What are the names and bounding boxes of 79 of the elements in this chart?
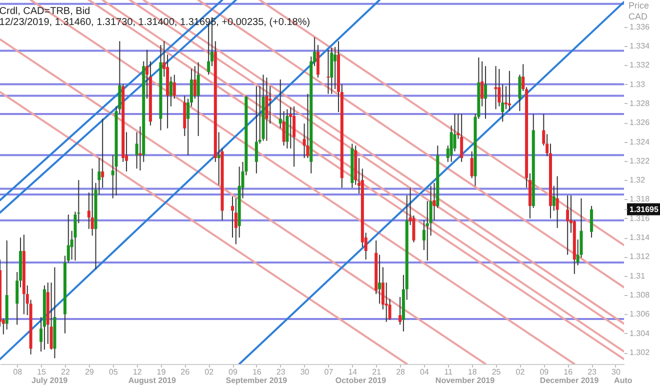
x-tick-label: 02 xyxy=(516,368,526,376)
candlestick xyxy=(217,132,220,186)
y-tick-label: 1.328 xyxy=(630,98,650,108)
x-tick-label: 28 xyxy=(396,368,406,376)
y-tick-label: 1.332 xyxy=(630,60,650,70)
y-tick-label: 1.336 xyxy=(630,22,650,32)
x-tick-label: 19 xyxy=(156,368,166,376)
candlestick xyxy=(326,49,330,94)
x-tick-label: 29 xyxy=(84,368,94,376)
y-tick-label: 1.31695 xyxy=(630,204,659,214)
candlestick xyxy=(590,205,594,238)
text: Crdl, CAD=TRB, Bid xyxy=(0,6,90,17)
y-tick-label: 1.31 xyxy=(630,271,646,280)
candlestick xyxy=(172,74,176,100)
text: July 2019 xyxy=(32,376,68,385)
text: October 2019 xyxy=(335,376,387,385)
x-tick-label: 16 xyxy=(252,368,262,376)
x-tick-label: 22 xyxy=(61,368,70,376)
x-tick-label: 09 xyxy=(228,368,238,376)
x-tick-label: 18 xyxy=(468,368,478,376)
x-tick-label: 26 xyxy=(180,368,190,376)
x-tick-label: 08 xyxy=(13,368,23,376)
candlestick xyxy=(268,86,272,124)
x-tick-label: 21 xyxy=(372,368,382,376)
candlestick xyxy=(90,168,94,236)
candlestick xyxy=(470,150,474,179)
text: August 2019 xyxy=(128,376,176,385)
text: November 2019 xyxy=(435,376,496,385)
candlestick xyxy=(169,76,172,107)
y-tick-label: 1.306 xyxy=(630,310,650,319)
x-tick-label: 23 xyxy=(276,368,286,376)
candlestick xyxy=(265,77,268,142)
candlestick xyxy=(193,66,196,100)
candlestick xyxy=(50,282,53,350)
candlestick xyxy=(254,86,258,174)
x-tick-label: 11 xyxy=(444,368,454,376)
y-tick-label: 1.316 xyxy=(630,214,650,223)
x-tick-label: 23 xyxy=(588,368,598,376)
candlestick xyxy=(460,113,464,162)
x-tick-label: 16 xyxy=(564,368,574,376)
text: September 2019 xyxy=(226,376,288,385)
y-tick-label: 1.318 xyxy=(630,194,650,204)
x-tick-label: 25 xyxy=(492,368,502,376)
candlestick xyxy=(101,118,104,188)
y-tick-label: 1.324 xyxy=(630,137,650,146)
y-tick-label: 1.326 xyxy=(630,118,650,128)
x-tick-label: 04 xyxy=(420,368,430,376)
candlestick xyxy=(196,62,200,137)
x-tick-label: 05 xyxy=(108,368,118,376)
y-tick-label: 1.312 xyxy=(630,252,650,262)
candlestick xyxy=(334,46,337,90)
x-tick-label: 14 xyxy=(348,368,358,376)
y-tick-label: 1.308 xyxy=(630,290,650,300)
x-tick-label: 30 xyxy=(612,368,621,376)
y-tick-label: 1.32 xyxy=(630,176,646,185)
y-tick-label: 1.304 xyxy=(630,328,650,338)
y-tick-label: 1.33 xyxy=(630,80,646,89)
y-tick-label: 1.322 xyxy=(630,156,650,166)
x-tick-label: 07 xyxy=(324,368,334,376)
x-tick-label: 12 xyxy=(132,368,142,376)
y-tick-label: 1.334 xyxy=(630,41,650,50)
candlestick xyxy=(484,66,488,120)
text: December 2019 xyxy=(540,376,600,385)
y-tick-label: 1.314 xyxy=(630,233,650,242)
candlestick xyxy=(556,176,559,228)
candlestick xyxy=(306,93,310,159)
x-tick-label: 02 xyxy=(204,368,214,376)
candlestick xyxy=(292,106,296,168)
x-tick-label: 15 xyxy=(37,368,47,376)
candlestick xyxy=(378,254,382,304)
text: Auto xyxy=(614,376,632,385)
candlestick xyxy=(566,194,570,256)
x-tick-label: 09 xyxy=(540,368,550,376)
y-tick-label: 1.302 xyxy=(630,348,650,358)
candlestick xyxy=(508,70,511,112)
x-tick-label: 30 xyxy=(300,368,310,376)
candlestick xyxy=(494,66,498,110)
y-axis-title: Price CAD xyxy=(628,0,650,22)
candlestick xyxy=(453,113,456,152)
